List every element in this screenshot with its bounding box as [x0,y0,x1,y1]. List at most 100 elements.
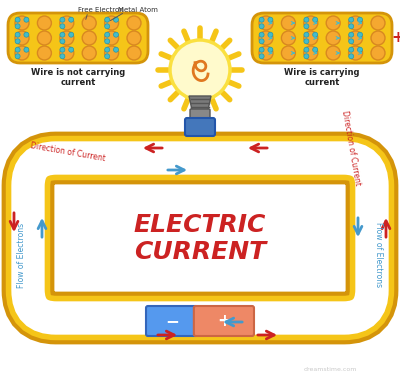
Text: Flow of Electrons: Flow of Electrons [18,222,26,288]
FancyBboxPatch shape [190,109,210,121]
Circle shape [281,31,295,45]
Circle shape [304,39,309,44]
Text: Flow of Electrons: Flow of Electrons [374,222,382,288]
Circle shape [105,54,110,59]
Circle shape [358,32,362,37]
Circle shape [349,39,354,44]
Circle shape [281,46,295,60]
Text: Direction of Current: Direction of Current [340,110,362,186]
Circle shape [127,46,141,60]
Circle shape [349,47,354,52]
Text: Metal Atom: Metal Atom [118,7,158,13]
Circle shape [349,46,363,60]
Circle shape [60,39,65,44]
Circle shape [358,17,362,22]
Circle shape [15,46,29,60]
Circle shape [304,46,318,60]
Text: Wire is carrying
current: Wire is carrying current [284,68,360,88]
Circle shape [313,17,318,22]
Circle shape [281,16,295,30]
Circle shape [313,32,318,37]
Circle shape [60,47,65,52]
Circle shape [371,46,385,60]
Circle shape [15,24,20,29]
Circle shape [69,32,74,37]
Circle shape [170,40,230,100]
Circle shape [15,54,20,59]
FancyBboxPatch shape [194,306,254,336]
Circle shape [304,47,309,52]
Circle shape [60,54,65,59]
Text: Free Electron: Free Electron [78,7,124,13]
Text: +: + [392,30,400,45]
Text: WIRE: WIRE [114,157,142,167]
Circle shape [24,47,29,52]
Circle shape [60,16,74,30]
Circle shape [349,16,363,30]
Circle shape [259,46,273,60]
Circle shape [105,39,110,44]
Circle shape [326,16,340,30]
Polygon shape [189,96,211,110]
Circle shape [24,32,29,37]
Circle shape [105,31,118,45]
FancyBboxPatch shape [8,13,148,63]
Circle shape [82,31,96,45]
Circle shape [82,16,96,30]
Circle shape [15,17,20,22]
Circle shape [69,17,74,22]
Circle shape [24,17,29,22]
Circle shape [259,47,264,52]
Circle shape [371,31,385,45]
Text: WIRE: WIRE [258,157,286,167]
Circle shape [82,46,96,60]
Circle shape [105,32,110,37]
Circle shape [349,31,363,45]
Circle shape [60,17,65,22]
Text: dreamstime.com: dreamstime.com [303,367,357,372]
Circle shape [38,31,51,45]
Circle shape [268,17,273,22]
Circle shape [304,54,309,59]
Circle shape [304,24,309,29]
Circle shape [349,17,354,22]
Circle shape [15,31,29,45]
Circle shape [349,32,354,37]
Circle shape [268,47,273,52]
Circle shape [313,47,318,52]
Circle shape [114,17,118,22]
Circle shape [349,24,354,29]
Text: CURRENT: CURRENT [134,240,266,264]
Circle shape [304,16,318,30]
Circle shape [105,16,118,30]
Circle shape [105,24,110,29]
Circle shape [60,32,65,37]
Circle shape [60,24,65,29]
FancyBboxPatch shape [185,118,215,136]
Circle shape [259,39,264,44]
Circle shape [259,17,264,22]
Circle shape [15,16,29,30]
Text: Direction of Current: Direction of Current [30,141,106,163]
Text: Wire is not carrying
current: Wire is not carrying current [31,68,125,88]
Circle shape [38,46,51,60]
Circle shape [326,46,340,60]
Circle shape [326,31,340,45]
Circle shape [38,16,51,30]
FancyBboxPatch shape [146,306,198,336]
Circle shape [304,31,318,45]
Circle shape [349,54,354,59]
Circle shape [259,31,273,45]
Circle shape [259,54,264,59]
Circle shape [304,32,309,37]
Circle shape [15,47,20,52]
Circle shape [127,16,141,30]
Circle shape [15,39,20,44]
Circle shape [60,31,74,45]
Circle shape [268,32,273,37]
Circle shape [114,47,118,52]
Circle shape [371,16,385,30]
Circle shape [127,31,141,45]
Circle shape [114,32,118,37]
Circle shape [259,16,273,30]
